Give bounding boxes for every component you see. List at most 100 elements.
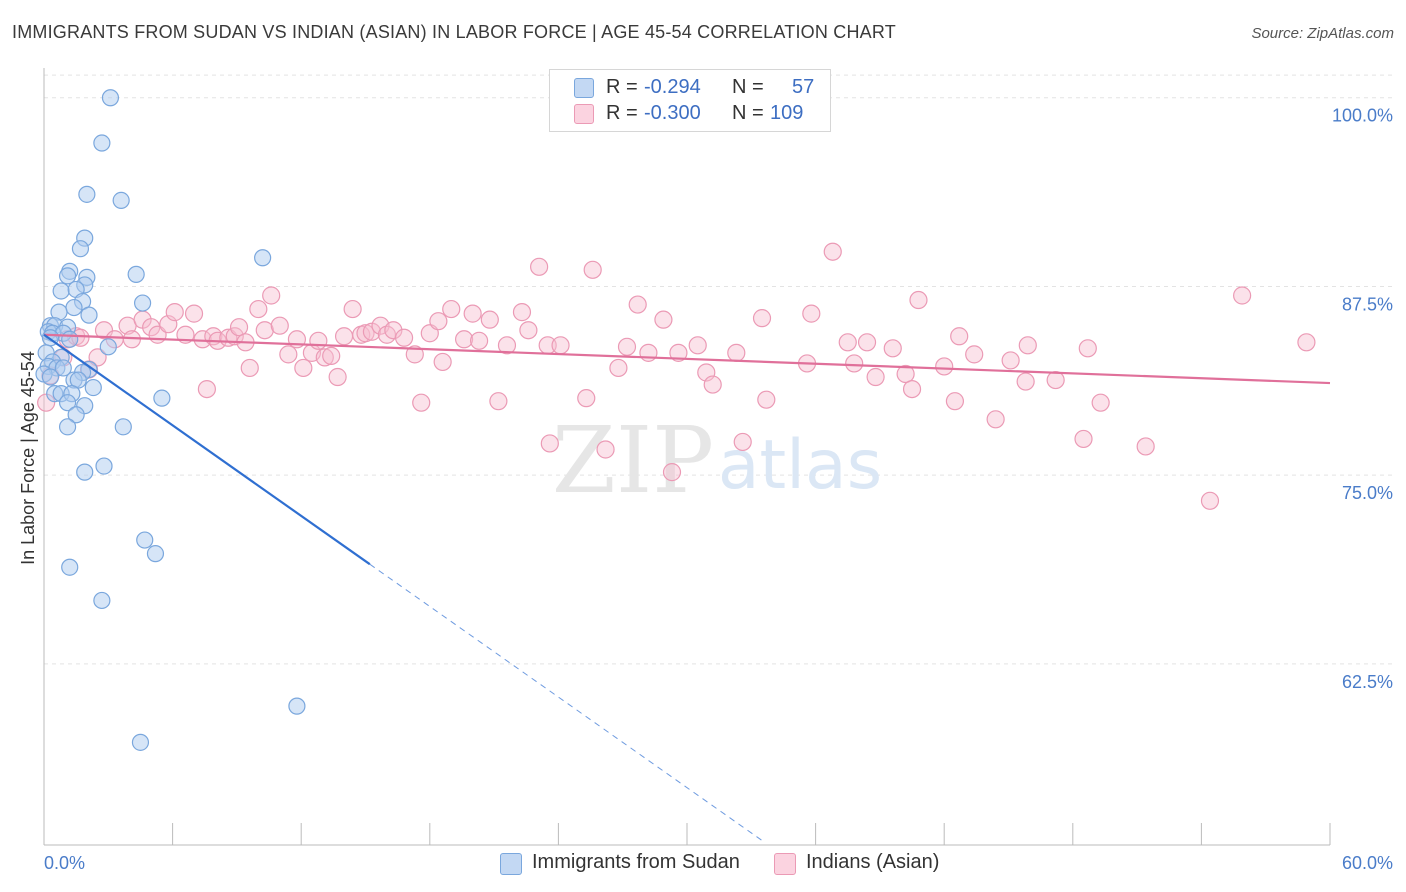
legend-r-value: -0.300 [644,102,701,124]
data-point-indians-asian [165,303,184,322]
data-point-indians-asian [609,358,628,378]
legend-n-label: N = [732,76,764,98]
data-point-indians-asian [356,324,375,343]
data-point-indians-asian [902,379,922,399]
data-point-indians-asian [583,260,602,279]
data-point-sudan [95,457,113,475]
legend-swatch-pink [574,104,594,124]
data-point-indians-asian [1297,333,1316,352]
data-point-sudan [254,249,272,267]
data-point-sudan [76,463,94,481]
data-point-sudan [58,394,77,412]
legend-label-sudan: Immigrants from Sudan [532,851,740,873]
data-point-indians-asian [1091,393,1110,412]
y-tick-labels: 62.5% 75.0% 87.5% 100.0% [1332,106,1393,692]
data-point-indians-asian [945,392,965,411]
data-point-indians-asian [669,343,688,362]
data-point-indians-asian [688,336,707,355]
data-point-indians-asian [1018,336,1037,355]
data-point-sudan [58,418,77,436]
data-point-indians-asian [334,327,354,346]
data-point-indians-asian [540,434,559,453]
data-point-indians-asian [193,330,212,349]
data-point-indians-asian [823,242,842,261]
watermark-zip: ZIP [552,407,714,514]
data-point-indians-asian [394,328,414,347]
x-tick-label-min: 0.0% [44,853,85,873]
data-point-indians-asian [530,257,549,276]
legend-r-value: -0.294 [644,76,701,98]
data-point-sudan [58,267,77,285]
data-point-sudan [112,191,130,209]
data-point-sudan [101,89,120,107]
legend-swatch-blue [574,78,594,98]
data-point-indians-asian [950,327,969,346]
data-point-indians-asian [596,440,615,459]
data-point-sudan [78,185,96,203]
data-point-indians-asian [512,303,532,322]
data-point-indians-asian [429,312,448,331]
data-point-sudan [84,378,102,397]
data-point-sudan [65,298,83,317]
data-point-indians-asian [240,358,259,378]
data-point-indians-asian [433,352,452,372]
data-point-indians-asian [463,304,482,323]
data-point-indians-asian [442,299,461,319]
legend-n-value: 57 [792,76,815,98]
legend-swatch-pink [774,853,796,875]
data-point-indians-asian [1016,372,1035,391]
trend-line-indians-asian [43,333,1331,385]
data-point-sudan [146,545,165,563]
data-point-sudan [131,733,150,751]
data-point-indians-asian [384,321,403,340]
data-point-indians-asian [343,299,362,319]
data-point-indians-asian [733,432,752,452]
data-point-sudan [153,389,171,407]
data-point-sudan [52,282,70,300]
data-point-sudan [136,531,154,549]
data-point-sudan [61,558,79,576]
x-tick-label-max: 60.0% [1342,853,1393,873]
data-point-indians-asian [883,339,902,358]
data-point-indians-asian [654,310,673,329]
data-point-indians-asian [249,299,268,319]
data-point-indians-asian [225,327,244,346]
data-point-indians-asian [469,331,489,350]
series-legend: Immigrants from Sudan Indians (Asian) [0,851,1406,879]
data-point-indians-asian [838,333,857,352]
data-point-indians-asian [662,463,682,482]
data-point-sudan [93,591,111,610]
data-point-indians-asian [628,295,647,314]
data-point-indians-asian [986,410,1005,429]
data-point-indians-asian [229,318,249,337]
data-point-indians-asian [1200,491,1220,510]
data-point-indians-asian [405,345,424,364]
data-point-indians-asian [965,345,984,364]
data-point-indians-asian [322,346,341,365]
data-point-sudan [114,418,132,436]
axes [43,68,1331,846]
data-point-sudan [93,134,111,152]
data-point-indians-asian [1136,437,1155,456]
y-tick-label: 75.0% [1342,483,1393,503]
source-label: Source: ZipAtlas.com [1251,25,1394,42]
correlation-legend: R = -0.294 N = 57 R = -0.300 N = 109 [549,69,831,132]
data-point-sudan [99,338,117,356]
trend-line-sudan-extension [369,563,763,841]
data-point-indians-asian [454,330,474,349]
data-point-sudan [41,368,60,386]
trend-lines [43,333,1331,841]
data-point-indians-asian [309,331,328,350]
data-point-indians-asian [294,358,313,378]
data-point-indians-asian [1233,286,1252,305]
data-point-indians-asian [752,309,772,328]
data-point-indians-asian [727,343,746,362]
data-point-indians-asian [896,364,915,384]
legend-r-label: R = [606,102,638,124]
data-point-indians-asian [802,304,821,323]
data-point-indians-asian [1046,370,1065,390]
data-point-indians-asian [1078,339,1097,358]
data-point-indians-asian [551,336,570,355]
data-point-indians-asian [480,310,499,329]
y-tick-label: 100.0% [1332,106,1393,126]
